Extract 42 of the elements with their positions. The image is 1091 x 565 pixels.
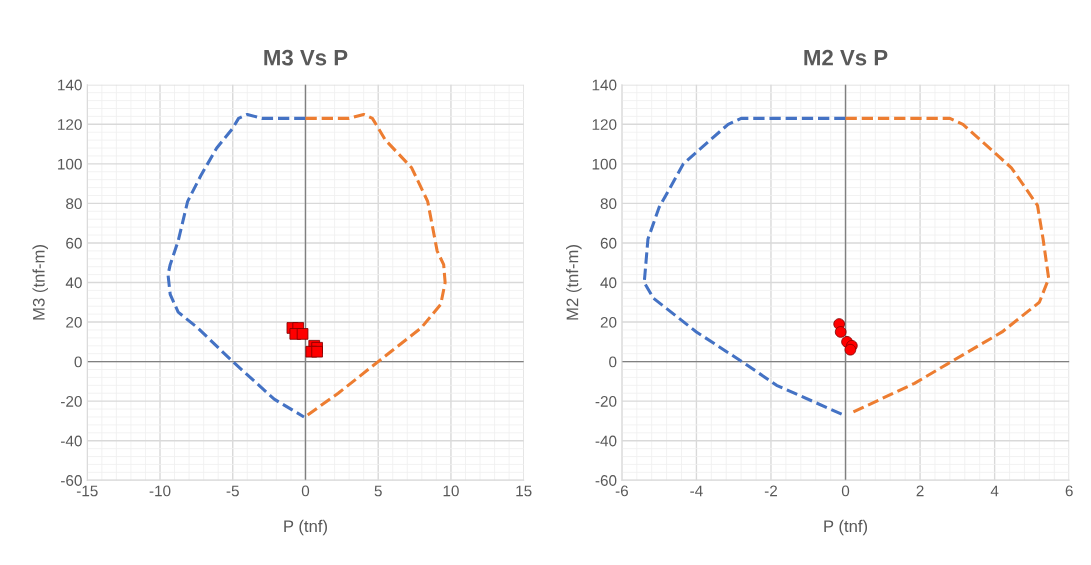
x-tick-label: -10 xyxy=(149,485,171,497)
x-axis-title: P (tnf) xyxy=(824,519,868,536)
y-axis-title: M2 (tnf-m) xyxy=(566,245,582,320)
x-tick-label: 0 xyxy=(841,485,850,497)
x-tick-label: 0 xyxy=(301,485,310,497)
y-tick-label: 20 xyxy=(600,316,617,328)
x-tick-label: 5 xyxy=(374,485,382,497)
y-tick-label: -60 xyxy=(61,475,82,486)
x-tick-label: 15 xyxy=(516,485,532,497)
y-tick-label: 100 xyxy=(58,158,82,170)
y-tick-label: 120 xyxy=(58,119,82,130)
y-tick-label: 0 xyxy=(609,356,617,368)
y-tick-label: -40 xyxy=(595,435,617,447)
x-tick-label: 4 xyxy=(990,485,999,497)
x-tick-label: -6 xyxy=(615,485,628,497)
y-tick-label: 60 xyxy=(66,237,82,249)
x-tick-label: -5 xyxy=(226,485,239,497)
y-tick-label: -20 xyxy=(595,396,617,407)
y-tick-label: 100 xyxy=(592,158,617,170)
y-tick-label: 20 xyxy=(66,316,82,328)
x-tick-label: 2 xyxy=(916,485,924,497)
y-tick-label: 80 xyxy=(600,198,617,210)
x-tick-label: -4 xyxy=(690,485,703,497)
y-tick-label: -20 xyxy=(61,396,82,407)
x-axis-title: P (tnf) xyxy=(284,519,327,536)
y-tick-label: 140 xyxy=(58,79,82,91)
x-tick-label: 6 xyxy=(1065,485,1073,497)
y-tick-label: 40 xyxy=(65,277,82,289)
chart-title: M3 Vs P xyxy=(264,49,348,66)
y-tick-label: 140 xyxy=(592,79,617,91)
x-tick-label: -15 xyxy=(76,485,98,497)
y-tick-label: 0 xyxy=(74,356,82,368)
y-tick-label: -60 xyxy=(595,475,617,486)
y-tick-label: -40 xyxy=(61,435,82,447)
x-tick-label: 10 xyxy=(443,485,459,497)
chart-title: M2 Vs P xyxy=(804,49,888,66)
y-axis-title: M3 (tnf-m) xyxy=(32,245,48,320)
x-tick-label: -2 xyxy=(764,485,777,497)
y-tick-label: 40 xyxy=(600,277,617,289)
y-tick-label: 80 xyxy=(66,198,82,210)
y-tick-label: 60 xyxy=(600,237,617,249)
y-tick-label: 120 xyxy=(592,119,617,130)
